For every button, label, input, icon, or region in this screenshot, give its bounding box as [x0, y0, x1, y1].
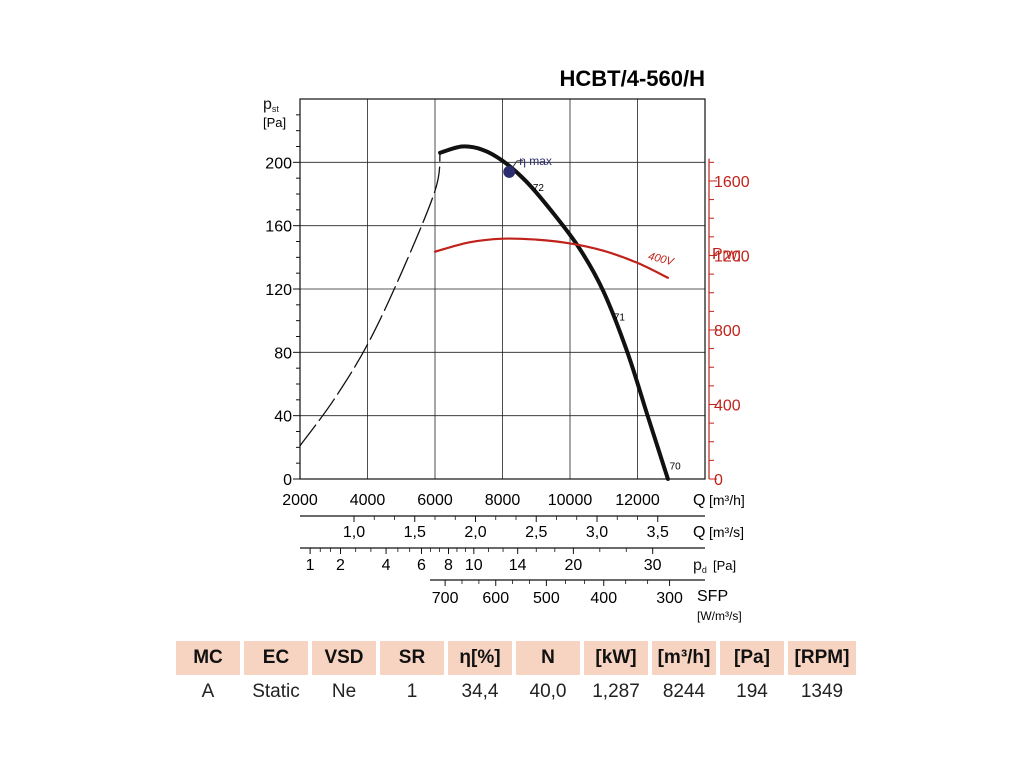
spec-header-cell: N	[516, 641, 580, 675]
spec-value-cell: 1,287	[592, 681, 640, 702]
spec-value-cell: 1349	[800, 681, 844, 702]
spec-value-cell: 194	[736, 681, 768, 702]
y2-tick-label: 400	[714, 397, 741, 414]
y2-tick-label: 800	[714, 323, 741, 340]
y-tick-label: 200	[265, 155, 292, 172]
spec-table-header-row: MC EC VSD SR η[%] N [kW] [m³/h] [Pa] [RPM]	[176, 641, 856, 675]
power-curve	[433, 237, 669, 279]
y-tick-label: 80	[274, 345, 292, 362]
eta-max-label: η max	[519, 154, 552, 168]
y-axis-label-sub: st	[272, 104, 280, 114]
spec-header-cell: VSD	[312, 641, 376, 675]
y-tick-label: 160	[265, 219, 292, 236]
y2-axis-label-main: P	[712, 246, 723, 263]
scale-tick-label: 10	[465, 557, 483, 574]
y2-tick-label: 0	[714, 472, 723, 489]
pd-scale-label-main: p	[693, 557, 702, 574]
scale-tick-label: 500	[533, 590, 560, 607]
scale-tick-label: 2,0	[464, 524, 486, 541]
spec-header-cell: MC	[176, 641, 240, 675]
pressure-curve-unstable	[299, 152, 441, 447]
y2-axis-unit: [W]	[723, 248, 741, 262]
spec-table-value-row: A Static Ne 1 34,4 40,0 1,287 8244 194 1349	[176, 675, 856, 709]
scale-tick-label: 1,0	[343, 524, 365, 541]
scale-tick-label: 700	[432, 590, 459, 607]
scale-tick-label: 6	[417, 557, 426, 574]
y-axis-unit: [Pa]	[263, 115, 286, 130]
spec-value-cell: Static	[252, 681, 300, 702]
spec-header-cell: SR	[380, 641, 444, 675]
spec-value-cell: 8244	[662, 681, 706, 702]
scale-tick-label: 3,0	[586, 524, 608, 541]
pd-scale-unit: [Pa]	[713, 558, 736, 573]
spec-value-cell: 34,4	[461, 681, 499, 702]
chart-title: HCBT/4-560/H	[560, 66, 705, 91]
spec-header-cell: [m³/h]	[652, 641, 716, 675]
spec-table: MC EC VSD SR η[%] N [kW] [m³/h] [Pa] [RPM] A Stati…	[172, 641, 860, 709]
scale-tick-label: 2,5	[525, 524, 547, 541]
scale-tick-label: 1,5	[404, 524, 426, 541]
spec-value-cell: 40,0	[529, 681, 567, 702]
scale-tick-label: 8	[444, 557, 453, 574]
eta-max-point	[503, 165, 516, 178]
y2-tick-label: 1600	[714, 174, 750, 191]
pd-scale-label: pd	[693, 557, 707, 575]
sfp-scale-label: SFP	[697, 588, 728, 605]
x-tick-label: 4000	[350, 492, 386, 509]
sfp-scale-unit: [W/m³/s]	[697, 609, 742, 623]
spec-header-cell: EC	[244, 641, 308, 675]
spec-header-cell: [Pa]	[720, 641, 784, 675]
spec-header-cell: [RPM]	[788, 641, 856, 675]
spec-value-cell: Ne	[331, 681, 357, 702]
spec-header-cell: [kW]	[584, 641, 648, 675]
x-tick-label: 8000	[485, 492, 521, 509]
qs-scale-unit: [m³/s]	[709, 524, 744, 540]
spec-value-cell: 1	[406, 681, 418, 702]
y-axis-label-main: p	[263, 96, 272, 113]
y-tick-label: 0	[283, 472, 292, 489]
x-axis-unit: [m³/h]	[709, 492, 745, 508]
qs-scale-label: Q	[693, 524, 705, 541]
scale-tick-label: 20	[564, 557, 582, 574]
scale-tick-label: 300	[656, 590, 683, 607]
x-tick-label: 2000	[282, 492, 318, 509]
y-tick-label: 120	[265, 282, 292, 299]
pd-scale-label-sub: d	[702, 565, 707, 575]
y-axis-label: pst	[263, 96, 279, 114]
scale-tick-label: 3,5	[647, 524, 669, 541]
y-tick-label: 40	[274, 409, 292, 426]
curve-point-label: 71	[614, 313, 626, 324]
spec-header-cell: η[%]	[448, 641, 512, 675]
scale-tick-label: 2	[336, 557, 345, 574]
y2-tick-label: 1200	[714, 248, 750, 265]
scale-tick-label: 4	[382, 557, 391, 574]
x-axis-label: Q	[693, 492, 705, 509]
curve-point-label: 72	[533, 183, 545, 194]
spec-value-cell: A	[201, 681, 215, 702]
scale-tick-label: 30	[644, 557, 662, 574]
scale-tick-label: 14	[509, 557, 527, 574]
scale-tick-label: 1	[306, 557, 315, 574]
power-series-label: 400V	[647, 250, 676, 268]
y2-axis-label: P[W]	[712, 246, 741, 263]
curve-point-label: 70	[670, 462, 682, 473]
x-tick-label: 6000	[417, 492, 453, 509]
scale-tick-label: 400	[590, 590, 617, 607]
scale-tick-label: 600	[482, 590, 509, 607]
pressure-curve	[438, 144, 670, 481]
x-tick-label: 12000	[615, 492, 660, 509]
x-tick-label: 10000	[548, 492, 593, 509]
